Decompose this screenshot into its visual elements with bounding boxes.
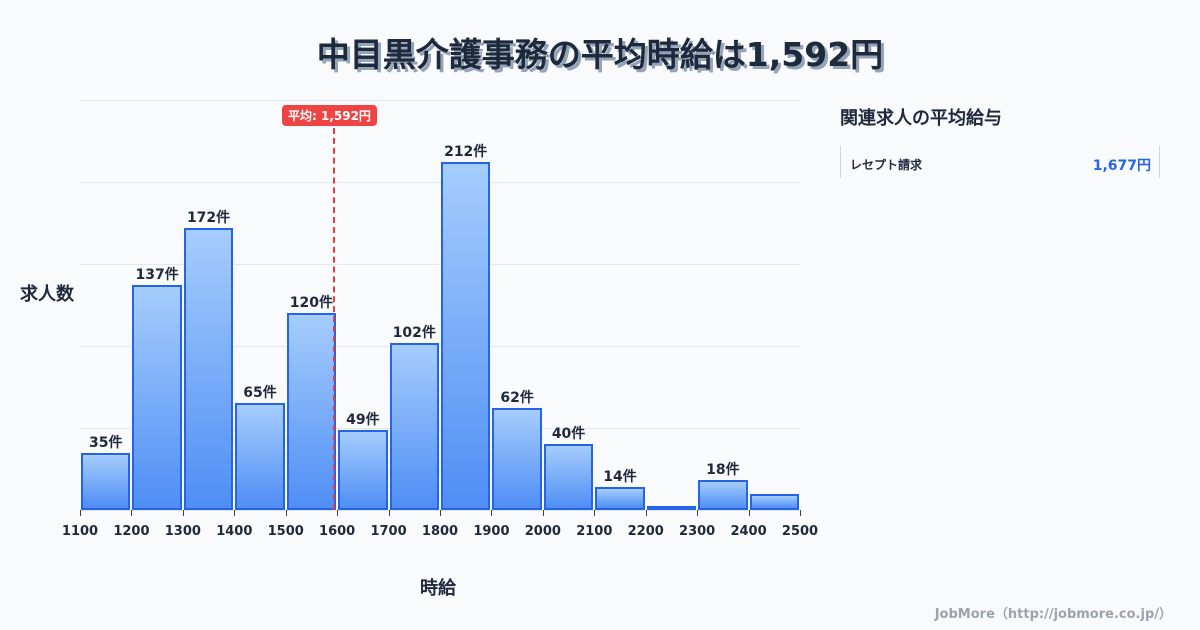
related-job-item[interactable]: レセプト請求 1,677円 xyxy=(840,146,1160,178)
chart-title: 中目黒介護事務の平均時給は1,592円 xyxy=(316,35,884,74)
x-axis-label: 時給 xyxy=(420,578,456,599)
x-tick xyxy=(491,510,493,516)
bar-value-label: 62件 xyxy=(500,390,534,407)
x-tick-label: 1200 xyxy=(113,524,150,539)
x-tick-label: 2100 xyxy=(576,524,613,539)
related-job-value: 1,677円 xyxy=(1092,158,1151,174)
related-salary-title: 関連求人の平均給与 xyxy=(840,108,1002,129)
x-tick xyxy=(645,510,647,516)
footer-credit: JobMore（http://jobmore.co.jp/） xyxy=(934,607,1172,622)
histogram-bar xyxy=(441,162,491,510)
x-tick-label: 1500 xyxy=(267,524,304,539)
x-tick-label: 2000 xyxy=(524,524,561,539)
x-tick xyxy=(131,510,133,516)
x-tick-label: 2200 xyxy=(627,524,664,539)
x-tick-label: 2300 xyxy=(679,524,716,539)
histogram-bar xyxy=(235,403,285,510)
histogram-bar xyxy=(698,480,748,510)
histogram-bar xyxy=(389,342,439,510)
x-tick-label: 1100 xyxy=(61,524,99,539)
related-job-name: レセプト請求 xyxy=(850,158,923,172)
x-tick xyxy=(388,510,390,516)
bar-value-label: 65件 xyxy=(243,385,277,402)
average-line xyxy=(333,128,335,510)
bar-value-label: 14件 xyxy=(603,469,637,486)
bar-value-label: 40件 xyxy=(551,426,586,443)
average-badge: 平均: 1,592円 xyxy=(282,105,377,126)
gridline xyxy=(80,182,800,183)
x-tick xyxy=(594,510,596,516)
x-tick xyxy=(800,510,801,516)
x-tick-label: 1700 xyxy=(370,524,407,539)
histogram-bar xyxy=(492,408,542,510)
x-tick-label: 1300 xyxy=(164,524,201,539)
histogram-bar xyxy=(132,285,182,510)
bar-value-label: 18件 xyxy=(706,462,740,479)
bar-value-label: 172件 xyxy=(186,209,231,226)
bar-value-label: 35件 xyxy=(88,434,123,451)
histogram-bar xyxy=(543,444,594,510)
histogram-bar xyxy=(81,452,131,510)
x-tick xyxy=(337,510,339,516)
y-axis-label: 求人数 xyxy=(20,284,74,305)
x-tick xyxy=(80,510,81,516)
histogram-bar xyxy=(286,313,337,510)
gridline xyxy=(80,264,800,265)
bar-value-label: 102件 xyxy=(392,324,436,341)
x-tick-label: 2400 xyxy=(730,524,767,539)
x-tick-label: 2500 xyxy=(781,524,819,539)
bar-value-label: 120件 xyxy=(289,295,334,312)
x-tick xyxy=(285,510,287,516)
bar-value-label: 137件 xyxy=(135,267,179,284)
x-tick xyxy=(748,510,750,516)
x-tick xyxy=(697,510,699,516)
x-tick-label: 1800 xyxy=(421,524,459,539)
x-tick xyxy=(542,510,544,516)
x-tick xyxy=(182,510,184,516)
gridline xyxy=(80,346,800,347)
x-tick-label: 1600 xyxy=(319,524,356,539)
x-tick xyxy=(440,510,441,516)
gridline xyxy=(80,100,800,101)
histogram-bar xyxy=(183,227,234,510)
bar-value-label: 212件 xyxy=(444,144,488,161)
bar-value-label: 49件 xyxy=(346,411,380,428)
histogram-bar xyxy=(646,506,697,510)
gridline xyxy=(80,428,800,429)
histogram-bar xyxy=(338,429,388,510)
histogram-plot: 35件 137件 172件 65件 120件 49件 102件 212件 62件 40件 14件 18… xyxy=(80,100,800,511)
x-tick-label: 1900 xyxy=(473,524,510,539)
x-tick-label: 1400 xyxy=(216,524,253,539)
histogram-bar xyxy=(595,487,645,510)
histogram-bar xyxy=(749,493,799,510)
x-tick xyxy=(234,510,236,516)
